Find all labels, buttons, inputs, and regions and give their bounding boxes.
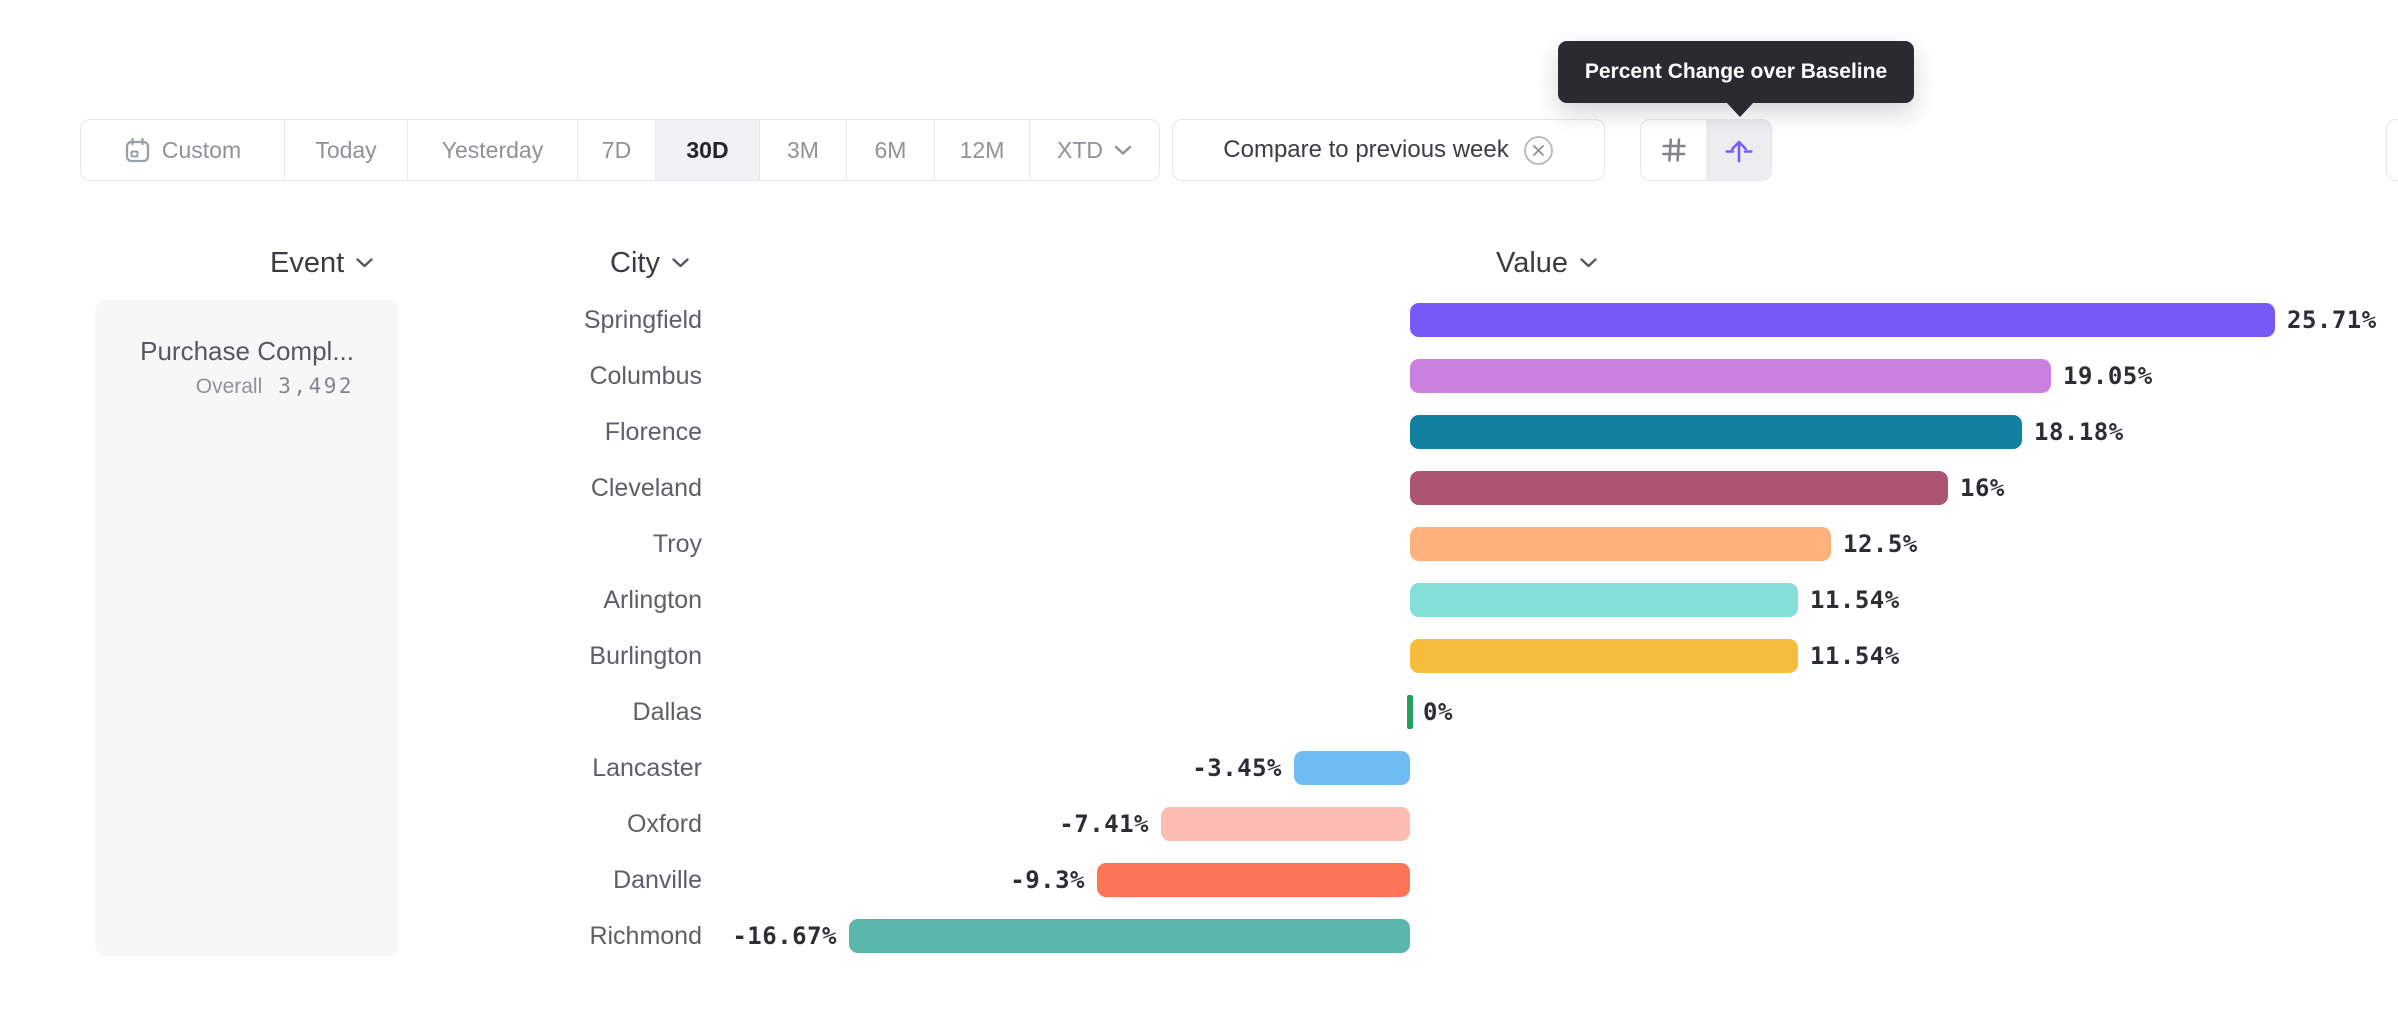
bar[interactable] [849,919,1410,953]
city-label: Danville [613,866,702,894]
bar[interactable] [1410,583,1798,617]
date-range-label: 30D [686,136,729,163]
city-label: Troy [652,530,702,558]
chart-row: Dallas 0% [0,684,2398,740]
column-header-city-label: City [610,246,660,279]
chart-row: Burlington 11.54% [0,628,2398,684]
bar[interactable] [1410,639,1798,673]
chart-row: Arlington 11.54% [0,572,2398,628]
date-range-picker: Custom Today Yesterday 7D 30D 3M 6M 12M XTD [80,119,1160,181]
value-label: 12.5% [1843,530,1918,558]
event-name: Purchase Compl... [140,336,354,366]
date-range-label: 7D [601,136,632,163]
column-header-event[interactable]: Event [270,244,374,282]
chart-row: Richmond -16.67% [0,908,2398,964]
overall-value: 3,492 [278,374,354,398]
chart-row: Springfield 25.71% [0,292,2398,348]
bar[interactable] [1410,415,2022,449]
chart-row: Columbus 19.05% [0,348,2398,404]
tooltip: Percent Change over Baseline [1558,41,1914,103]
chart-row: Troy 12.5% [0,516,2398,572]
date-range-7d[interactable]: 7D [577,120,655,180]
bar[interactable] [1410,471,1948,505]
compare-label: Compare to previous week [1223,136,1509,163]
percent-change-baseline-icon [1724,140,1753,163]
value-label: 19.05% [2063,362,2153,390]
value-label: -3.45% [1192,754,1282,782]
city-label: Lancaster [592,754,702,782]
date-range-label: Yesterday [441,136,544,163]
city-label: Florence [604,418,702,446]
chart-row: Lancaster -3.45% [0,740,2398,796]
chevron-down-icon [672,258,689,268]
value-label: 11.54% [1810,586,1900,614]
date-range-3m[interactable]: 3M [759,120,846,180]
value-label: 0% [1423,698,1453,726]
column-header-city[interactable]: City [610,244,690,282]
chart-row: Oxford -7.41% [0,796,2398,852]
value-label: -16.67% [732,922,837,950]
date-range-label: 3M [787,136,819,163]
city-label: Columbus [589,362,702,390]
date-range-label: 6M [874,136,907,163]
value-label: 18.18% [2034,418,2124,446]
column-header-value[interactable]: Value [1496,244,1598,282]
chevron-down-icon [1114,145,1132,155]
city-label: Dallas [632,698,702,726]
bar[interactable] [1161,807,1410,841]
bar[interactable] [1410,527,1831,561]
value-label: 11.54% [1810,642,1900,670]
date-range-30d[interactable]: 30D [655,120,759,180]
city-label: Oxford [626,810,702,838]
city-label: Cleveland [590,474,702,502]
value-display-toggle-group [1640,119,1772,181]
bar[interactable] [1407,695,1413,729]
date-range-label: 12M [959,136,1005,163]
tooltip-pointer [1726,102,1754,117]
bar[interactable] [1097,863,1410,897]
column-header-value-label: Value [1496,246,1569,279]
date-range-12m[interactable]: 12M [934,120,1029,180]
date-range-6m[interactable]: 6M [846,120,934,180]
bar[interactable] [1410,303,2275,337]
chevron-down-icon [1580,258,1597,268]
overall-label: Overall [195,375,263,398]
value-label: 25.71% [2287,306,2377,334]
date-range-custom[interactable]: Custom [81,120,284,180]
date-range-label: Today [315,136,377,163]
city-label: Burlington [589,642,702,670]
column-header-event-label: Event [270,246,345,279]
compare-button[interactable]: Compare to previous week [1172,119,1605,181]
value-label: -7.41% [1059,810,1149,838]
city-label: Arlington [603,586,702,614]
chart-row: Cleveland 16% [0,460,2398,516]
date-range-xtd[interactable]: XTD [1029,120,1159,180]
city-label: Springfield [583,306,702,334]
clipped-edge-control[interactable] [2386,119,2398,181]
date-range-yesterday[interactable]: Yesterday [407,120,577,180]
toggle-hash[interactable] [1641,120,1706,180]
event-overall-row: Overall 3,492 [95,374,354,399]
hash-icon [1661,138,1686,162]
bar[interactable] [1294,751,1410,785]
chart-row: Florence 18.18% [0,404,2398,460]
bar[interactable] [1410,359,2051,393]
toggle-percent-change-baseline[interactable] [1706,120,1771,180]
chart-row: Danville -9.3% [0,852,2398,908]
tooltip-text: Percent Change over Baseline [1584,60,1888,83]
event-list-item[interactable]: Purchase Compl... Overall 3,492 [95,300,398,956]
chevron-down-icon [356,258,373,268]
bar-chart: Springfield 25.71% Columbus 19.05% Flore… [0,292,2398,964]
value-label: -9.3% [1010,866,1085,894]
calendar-icon [125,137,150,162]
date-range-label: Custom [161,136,242,163]
date-range-today[interactable]: Today [284,120,407,180]
city-label: Richmond [589,922,702,950]
date-range-label: XTD [1057,136,1103,163]
value-label: 16% [1960,474,2005,502]
remove-compare-icon[interactable] [1523,135,1554,166]
